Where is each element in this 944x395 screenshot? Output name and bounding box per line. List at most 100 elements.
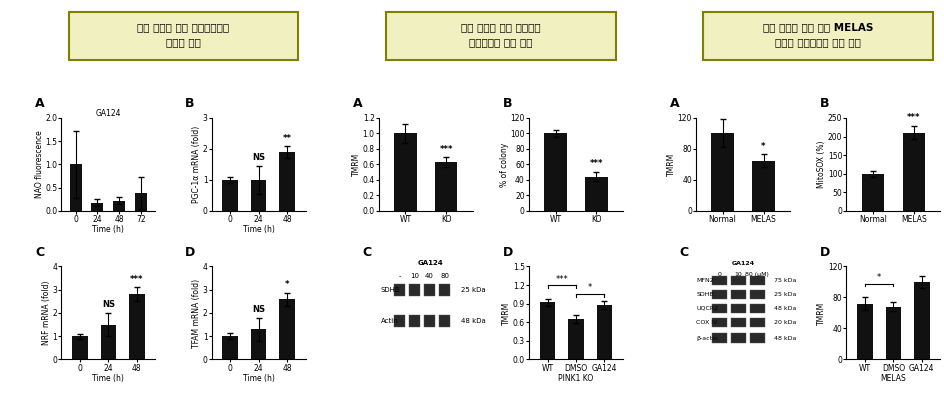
Text: A: A [669, 98, 679, 111]
Text: 신규 물질에 의한 파킨슨병
세포모델의 기능 개선: 신규 물질에 의한 파킨슨병 세포모델의 기능 개선 [461, 23, 540, 47]
Text: 80: 80 [440, 273, 448, 279]
Bar [409, 284, 420, 296]
Bar [129, 294, 144, 359]
X-axis label: Time (h): Time (h) [243, 374, 275, 383]
X-axis label: Time (h): Time (h) [243, 226, 275, 235]
Text: ***: *** [130, 275, 143, 284]
Text: 48 kDa: 48 kDa [461, 318, 485, 324]
Bar [424, 315, 434, 327]
Y-axis label: PGC-1α mRNA (fold): PGC-1α mRNA (fold) [192, 126, 201, 203]
Bar [730, 290, 745, 299]
Y-axis label: TMRM: TMRM [352, 153, 361, 176]
Bar [596, 305, 612, 359]
Bar [278, 152, 295, 211]
Text: GA124: GA124 [731, 261, 754, 267]
Text: **: ** [282, 134, 292, 143]
Text: Actin: Actin [380, 318, 398, 324]
Bar [278, 299, 295, 359]
Text: NS: NS [252, 153, 265, 162]
FancyBboxPatch shape [702, 12, 932, 60]
Text: D: D [502, 246, 513, 259]
Text: COX IV: COX IV [696, 320, 716, 325]
Bar [567, 319, 583, 359]
Bar [394, 134, 416, 211]
Bar [113, 201, 126, 211]
X-axis label: Time (h): Time (h) [93, 226, 125, 235]
Bar [72, 336, 88, 359]
Text: ***: *** [439, 145, 452, 154]
Bar [250, 180, 266, 211]
Text: *: * [587, 283, 592, 292]
Y-axis label: NRF mRNA (fold): NRF mRNA (fold) [42, 281, 51, 345]
Bar [544, 134, 566, 211]
Bar [711, 134, 733, 211]
Bar [222, 180, 238, 211]
Y-axis label: MitoSOX (%): MitoSOX (%) [817, 141, 825, 188]
Text: -: - [397, 273, 400, 279]
Text: *: * [284, 280, 289, 289]
Bar [751, 160, 774, 211]
Y-axis label: NAO fluorescence: NAO fluorescence [35, 130, 43, 198]
X-axis label: PINK1 KO: PINK1 KO [558, 374, 593, 383]
Text: *: * [761, 142, 765, 150]
Text: A: A [35, 98, 44, 111]
Bar [409, 315, 420, 327]
Y-axis label: % of colony: % of colony [499, 142, 509, 186]
Y-axis label: TFAM mRNA (fold): TFAM mRNA (fold) [192, 278, 201, 348]
Text: 신규 물질에 의한 미토콘드리아
생합성 촉진: 신규 물질에 의한 미토콘드리아 생합성 촉진 [137, 23, 229, 47]
Text: ***: *** [906, 113, 919, 122]
Bar [712, 276, 726, 285]
Text: GA124: GA124 [417, 260, 443, 267]
Bar [135, 193, 147, 211]
Bar [749, 304, 764, 313]
Text: *: * [876, 273, 881, 282]
X-axis label: Time (h): Time (h) [93, 374, 125, 383]
Bar [100, 325, 116, 359]
Text: ***: *** [589, 160, 602, 168]
Text: 10: 10 [410, 273, 418, 279]
Bar [749, 276, 764, 285]
Title: GA124: GA124 [95, 109, 121, 118]
Text: D: D [185, 246, 195, 259]
Bar [856, 304, 871, 359]
Bar [712, 318, 726, 327]
Bar [394, 315, 405, 327]
X-axis label: MELAS: MELAS [880, 374, 905, 383]
Bar [730, 333, 745, 343]
Text: B: B [502, 98, 512, 111]
Bar [250, 329, 266, 359]
Y-axis label: TMRM: TMRM [502, 301, 511, 325]
Text: SDHB: SDHB [696, 292, 713, 297]
Bar [584, 177, 607, 211]
Text: 20 kDa: 20 kDa [773, 320, 796, 325]
Text: 10: 10 [733, 272, 741, 277]
Bar [749, 318, 764, 327]
Text: C: C [679, 246, 687, 259]
Text: 80 (μM): 80 (μM) [745, 272, 768, 277]
Bar [92, 203, 103, 211]
Y-axis label: TMRM: TMRM [666, 153, 676, 176]
Text: A: A [352, 98, 362, 111]
Text: SDHB: SDHB [380, 287, 400, 293]
Bar [434, 162, 457, 211]
Text: MFN2: MFN2 [696, 278, 713, 283]
Text: 48 kDa: 48 kDa [773, 306, 796, 311]
Text: β-actin: β-actin [696, 336, 717, 340]
Text: B: B [185, 98, 194, 111]
Bar [438, 284, 449, 296]
Text: B: B [819, 98, 829, 111]
Bar [913, 282, 929, 359]
Text: UQCR2: UQCR2 [696, 306, 717, 311]
Bar [539, 303, 555, 359]
Text: 25 kDa: 25 kDa [461, 287, 485, 293]
Text: NS: NS [102, 300, 115, 309]
Bar [749, 290, 764, 299]
Text: 0: 0 [716, 272, 721, 277]
Bar [885, 307, 901, 359]
Text: ***: *** [555, 275, 567, 284]
Text: NS: NS [252, 305, 265, 314]
Text: 75 kDa: 75 kDa [773, 278, 796, 283]
Y-axis label: TMRM: TMRM [817, 301, 826, 325]
FancyBboxPatch shape [386, 12, 615, 60]
Text: 40: 40 [425, 273, 433, 279]
